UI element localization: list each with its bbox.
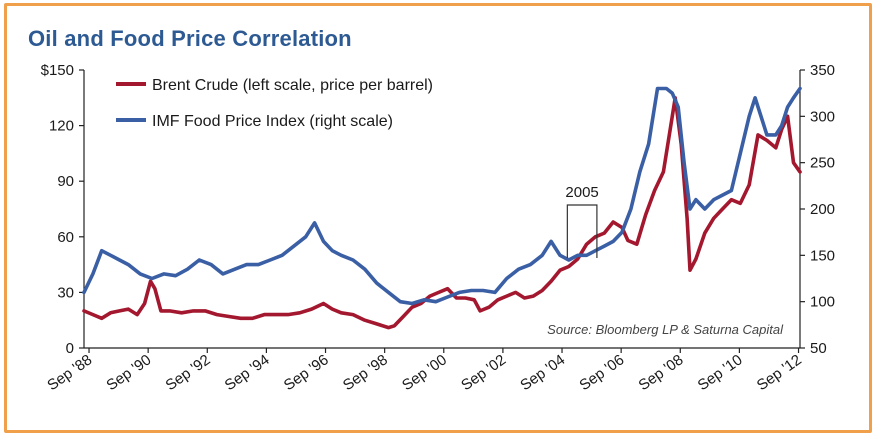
left-tick-label: 120 [49,118,74,135]
left-tick-label: $150 [41,62,74,79]
right-tick-label: 300 [810,108,835,125]
series-line-imf-food-index [82,86,802,306]
right-tick-label: 350 [810,62,835,79]
x-tick-label: Sep '94 [222,351,273,394]
series-line-brent-crude [82,96,802,330]
right-tick-label: 50 [810,340,827,357]
right-tick-label: 250 [810,155,835,172]
ticks-layer: 0 30 60 90 120 $150 50 100 150 200 250 300 350 Sep '8… [41,62,835,394]
left-tick-label: 30 [57,284,74,301]
chart-frame [4,3,872,433]
x-tick-label: Sep '90 [103,351,154,394]
series-layer [82,86,802,330]
x-tick-label: Sep '04 [517,351,568,394]
x-tick-label: Sep '00 [399,351,450,394]
x-tick-label: Sep '92 [163,351,214,394]
chart-title: Oil and Food Price Correlation [28,26,352,51]
legend: Brent Crude (left scale, price per barre… [116,77,433,130]
x-tick-label: Sep '02 [458,351,509,394]
x-tick-label: Sep '98 [340,351,391,394]
right-tick-label: 200 [810,201,835,218]
x-tick-label: Sep '88 [44,351,95,394]
left-tick-label: 0 [66,340,74,357]
x-tick-label: Sep '10 [695,351,746,394]
x-tick-label: Sep '96 [281,351,332,394]
annotation-label: 2005 [565,184,598,201]
x-tick-label: Sep '08 [636,351,687,394]
right-tick-label: 150 [810,247,835,264]
source-note: Source: Bloomberg LP & Saturna Capital [547,322,784,337]
annotation-2005: 2005 [565,184,599,258]
right-tick-label: 100 [810,294,835,311]
left-tick-label: 90 [57,173,74,190]
left-tick-label: 60 [57,229,74,246]
legend-label-imf: IMF Food Price Index (right scale) [152,113,393,130]
x-tick-label: Sep '06 [576,351,627,394]
annotation-bracket [566,204,598,258]
x-tick-label: Sep '12 [754,351,805,394]
legend-label-brent: Brent Crude (left scale, price per barre… [152,77,433,94]
